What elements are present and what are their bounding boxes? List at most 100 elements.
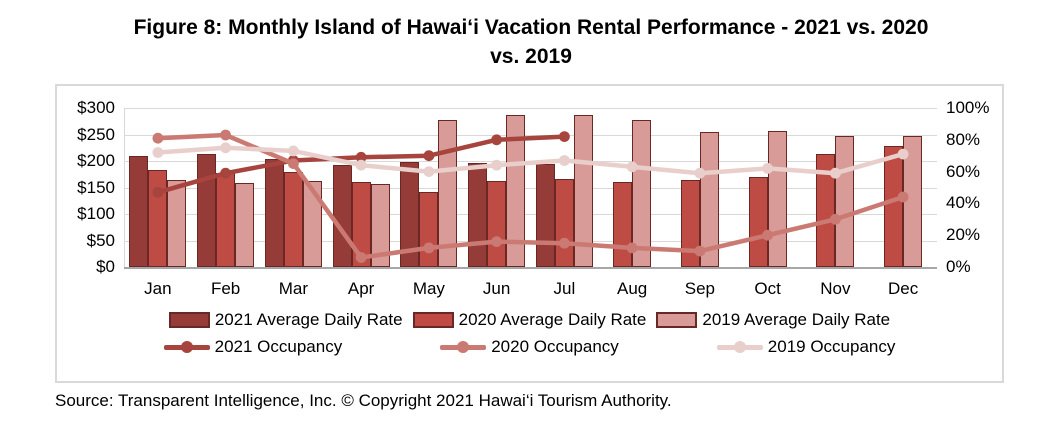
- x-tick-jan: Jan: [144, 279, 172, 298]
- bar-group-aug: [598, 108, 666, 267]
- legend-item-2021-adr: 2021 Average Daily Rate: [168, 310, 403, 330]
- legend-label-2021-occupancy: 2021 Occupancy: [214, 337, 343, 356]
- legend-item-2019-adr: 2019 Average Daily Rate: [656, 310, 890, 330]
- point-2019-occupancy-aug: [626, 161, 638, 173]
- bar-group-may: [395, 108, 463, 267]
- gridline: [124, 134, 937, 136]
- legend-item-2020-occupancy: 2020 Occupancy: [440, 337, 619, 357]
- legend-marker-2019-occupancy-icon: [716, 341, 763, 353]
- right-axis-tick: 40%: [946, 193, 981, 213]
- legend-label-2020-occupancy: 2020 Occupancy: [491, 337, 619, 356]
- point-2021-occupancy-apr: [355, 151, 367, 163]
- x-tick-aug: Aug: [617, 279, 648, 298]
- right-axis-tick: 60%: [946, 161, 981, 181]
- chart-title-line1: Figure 8: Monthly Island of Hawai‘i Vaca…: [133, 16, 929, 39]
- bar-group-dec: [869, 108, 937, 267]
- bar-2019-adr-jun: [506, 114, 526, 267]
- x-tick-oct: Oct: [754, 279, 781, 298]
- x-tick-feb: Feb: [210, 279, 241, 298]
- legend-bar-row: 2021 Average Daily Rate 2020 Average Dai…: [168, 310, 890, 330]
- point-2020-occupancy-dec: [897, 191, 909, 203]
- point-2019-occupancy-nov: [830, 167, 841, 179]
- point-2020-occupancy-jan: [152, 132, 164, 144]
- bar-2019-adr-feb: [235, 182, 255, 267]
- bar-2021-adr-may: [400, 161, 420, 267]
- bar-2020-adr-oct: [748, 177, 768, 267]
- bar-2020-adr-dec: [884, 145, 904, 267]
- bar-2020-adr-sep: [680, 180, 700, 267]
- gridline: [124, 214, 937, 215]
- right-axis-tick: 100%: [946, 98, 990, 117]
- bar-group-feb: [192, 108, 260, 267]
- bar-2019-adr-aug: [632, 120, 652, 267]
- point-2020-occupancy-jun: [491, 236, 502, 248]
- legend-item-2019-occupancy: 2019 Occupancy: [716, 337, 895, 357]
- legend: 2021 Average Daily Rate 2020 Average Dai…: [57, 310, 1002, 357]
- bar-2021-adr-mar: [264, 158, 284, 267]
- point-2021-occupancy-feb: [220, 167, 231, 179]
- legend-swatch-2019-adr-icon: [656, 312, 698, 328]
- right-axis-tick: 20%: [946, 225, 981, 245]
- point-2019-occupancy-dec: [897, 148, 909, 160]
- bar-group-jun: [463, 108, 531, 267]
- bar-2019-adr-mar: [302, 180, 322, 267]
- left-axis-tick: $150: [77, 177, 115, 197]
- right-axis-tick: 0%: [946, 257, 971, 276]
- point-2020-occupancy-may: [423, 242, 435, 254]
- point-2019-occupancy-mar: [288, 145, 299, 157]
- point-2020-occupancy-jul: [559, 237, 570, 249]
- point-2019-occupancy-feb: [220, 142, 231, 154]
- point-2019-occupancy-jun: [491, 159, 502, 171]
- line-2019-occupancy: [155, 145, 906, 176]
- left-axis-tick: $0: [96, 257, 115, 276]
- x-tick-nov: Nov: [820, 279, 851, 298]
- chart-frame: $300 $250 $200 $150 $100 $50 $0 100% 80% 60% 40% 2…: [55, 84, 1004, 383]
- left-axis-tick: $200: [77, 151, 115, 170]
- bar-2020-adr-apr: [351, 182, 371, 267]
- point-2021-occupancy-jan: [152, 186, 164, 198]
- y-axis-line: [124, 108, 125, 267]
- x-tick-may: May: [412, 279, 445, 298]
- x-tick-mar: Mar: [278, 279, 309, 298]
- legend-item-2020-adr: 2020 Average Daily Rate: [412, 310, 647, 330]
- legend-label-2020-adr: 2020 Average Daily Rate: [458, 310, 647, 329]
- x-tick-apr: Apr: [347, 279, 375, 298]
- point-2019-occupancy-oct: [762, 163, 773, 174]
- left-axis-tick: $50: [86, 230, 115, 250]
- point-2019-occupancy-jan: [152, 147, 164, 158]
- legend-marker-2021-occupancy-icon: [163, 341, 210, 353]
- bar-group-sep: [666, 108, 734, 267]
- bar-2020-adr-nov: [816, 154, 836, 267]
- bar-2020-adr-jun: [487, 181, 507, 267]
- bar-2020-adr-mar: [283, 171, 303, 267]
- point-2020-occupancy-sep: [694, 245, 706, 257]
- x-axis-line: [124, 267, 937, 269]
- legend-marker-2020-occupancy-icon: [440, 341, 487, 353]
- point-2020-occupancy-aug: [626, 242, 638, 254]
- bar-2019-adr-sep: [699, 131, 719, 267]
- point-2020-occupancy-nov: [830, 213, 841, 225]
- left-axis-tick: $300: [77, 98, 115, 117]
- bar-2019-adr-jul: [573, 114, 593, 267]
- point-2020-occupancy-feb: [220, 129, 231, 141]
- right-axis-tick: 80%: [946, 129, 981, 149]
- point-2020-occupancy-oct: [762, 229, 773, 241]
- line-2020-occupancy: [155, 132, 906, 260]
- bar-group-mar: [260, 108, 328, 267]
- x-tick-jul: Jul: [553, 279, 576, 298]
- legend-label-2021-adr: 2021 Average Daily Rate: [214, 310, 403, 329]
- point-2019-occupancy-sep: [694, 167, 706, 179]
- point-2019-occupancy-apr: [355, 159, 367, 171]
- x-tick-dec: Dec: [888, 279, 919, 298]
- chart-title: Figure 8: Monthly Island of Hawai‘i Vaca…: [0, 14, 1062, 72]
- point-2019-occupancy-jul: [559, 155, 570, 166]
- occupancy-lines-layer: [152, 129, 909, 263]
- source-note: Source: Transparent Intelligence, Inc. ©…: [55, 391, 672, 410]
- left-axis-tick: $250: [77, 124, 115, 144]
- legend-item-2021-occupancy: 2021 Occupancy: [163, 337, 343, 357]
- bar-2021-adr-jan: [129, 156, 149, 267]
- point-2020-occupancy-mar: [288, 158, 299, 169]
- chart-title-line2: vs. 2019: [490, 44, 572, 68]
- legend-swatch-2020-adr-icon: [412, 312, 454, 328]
